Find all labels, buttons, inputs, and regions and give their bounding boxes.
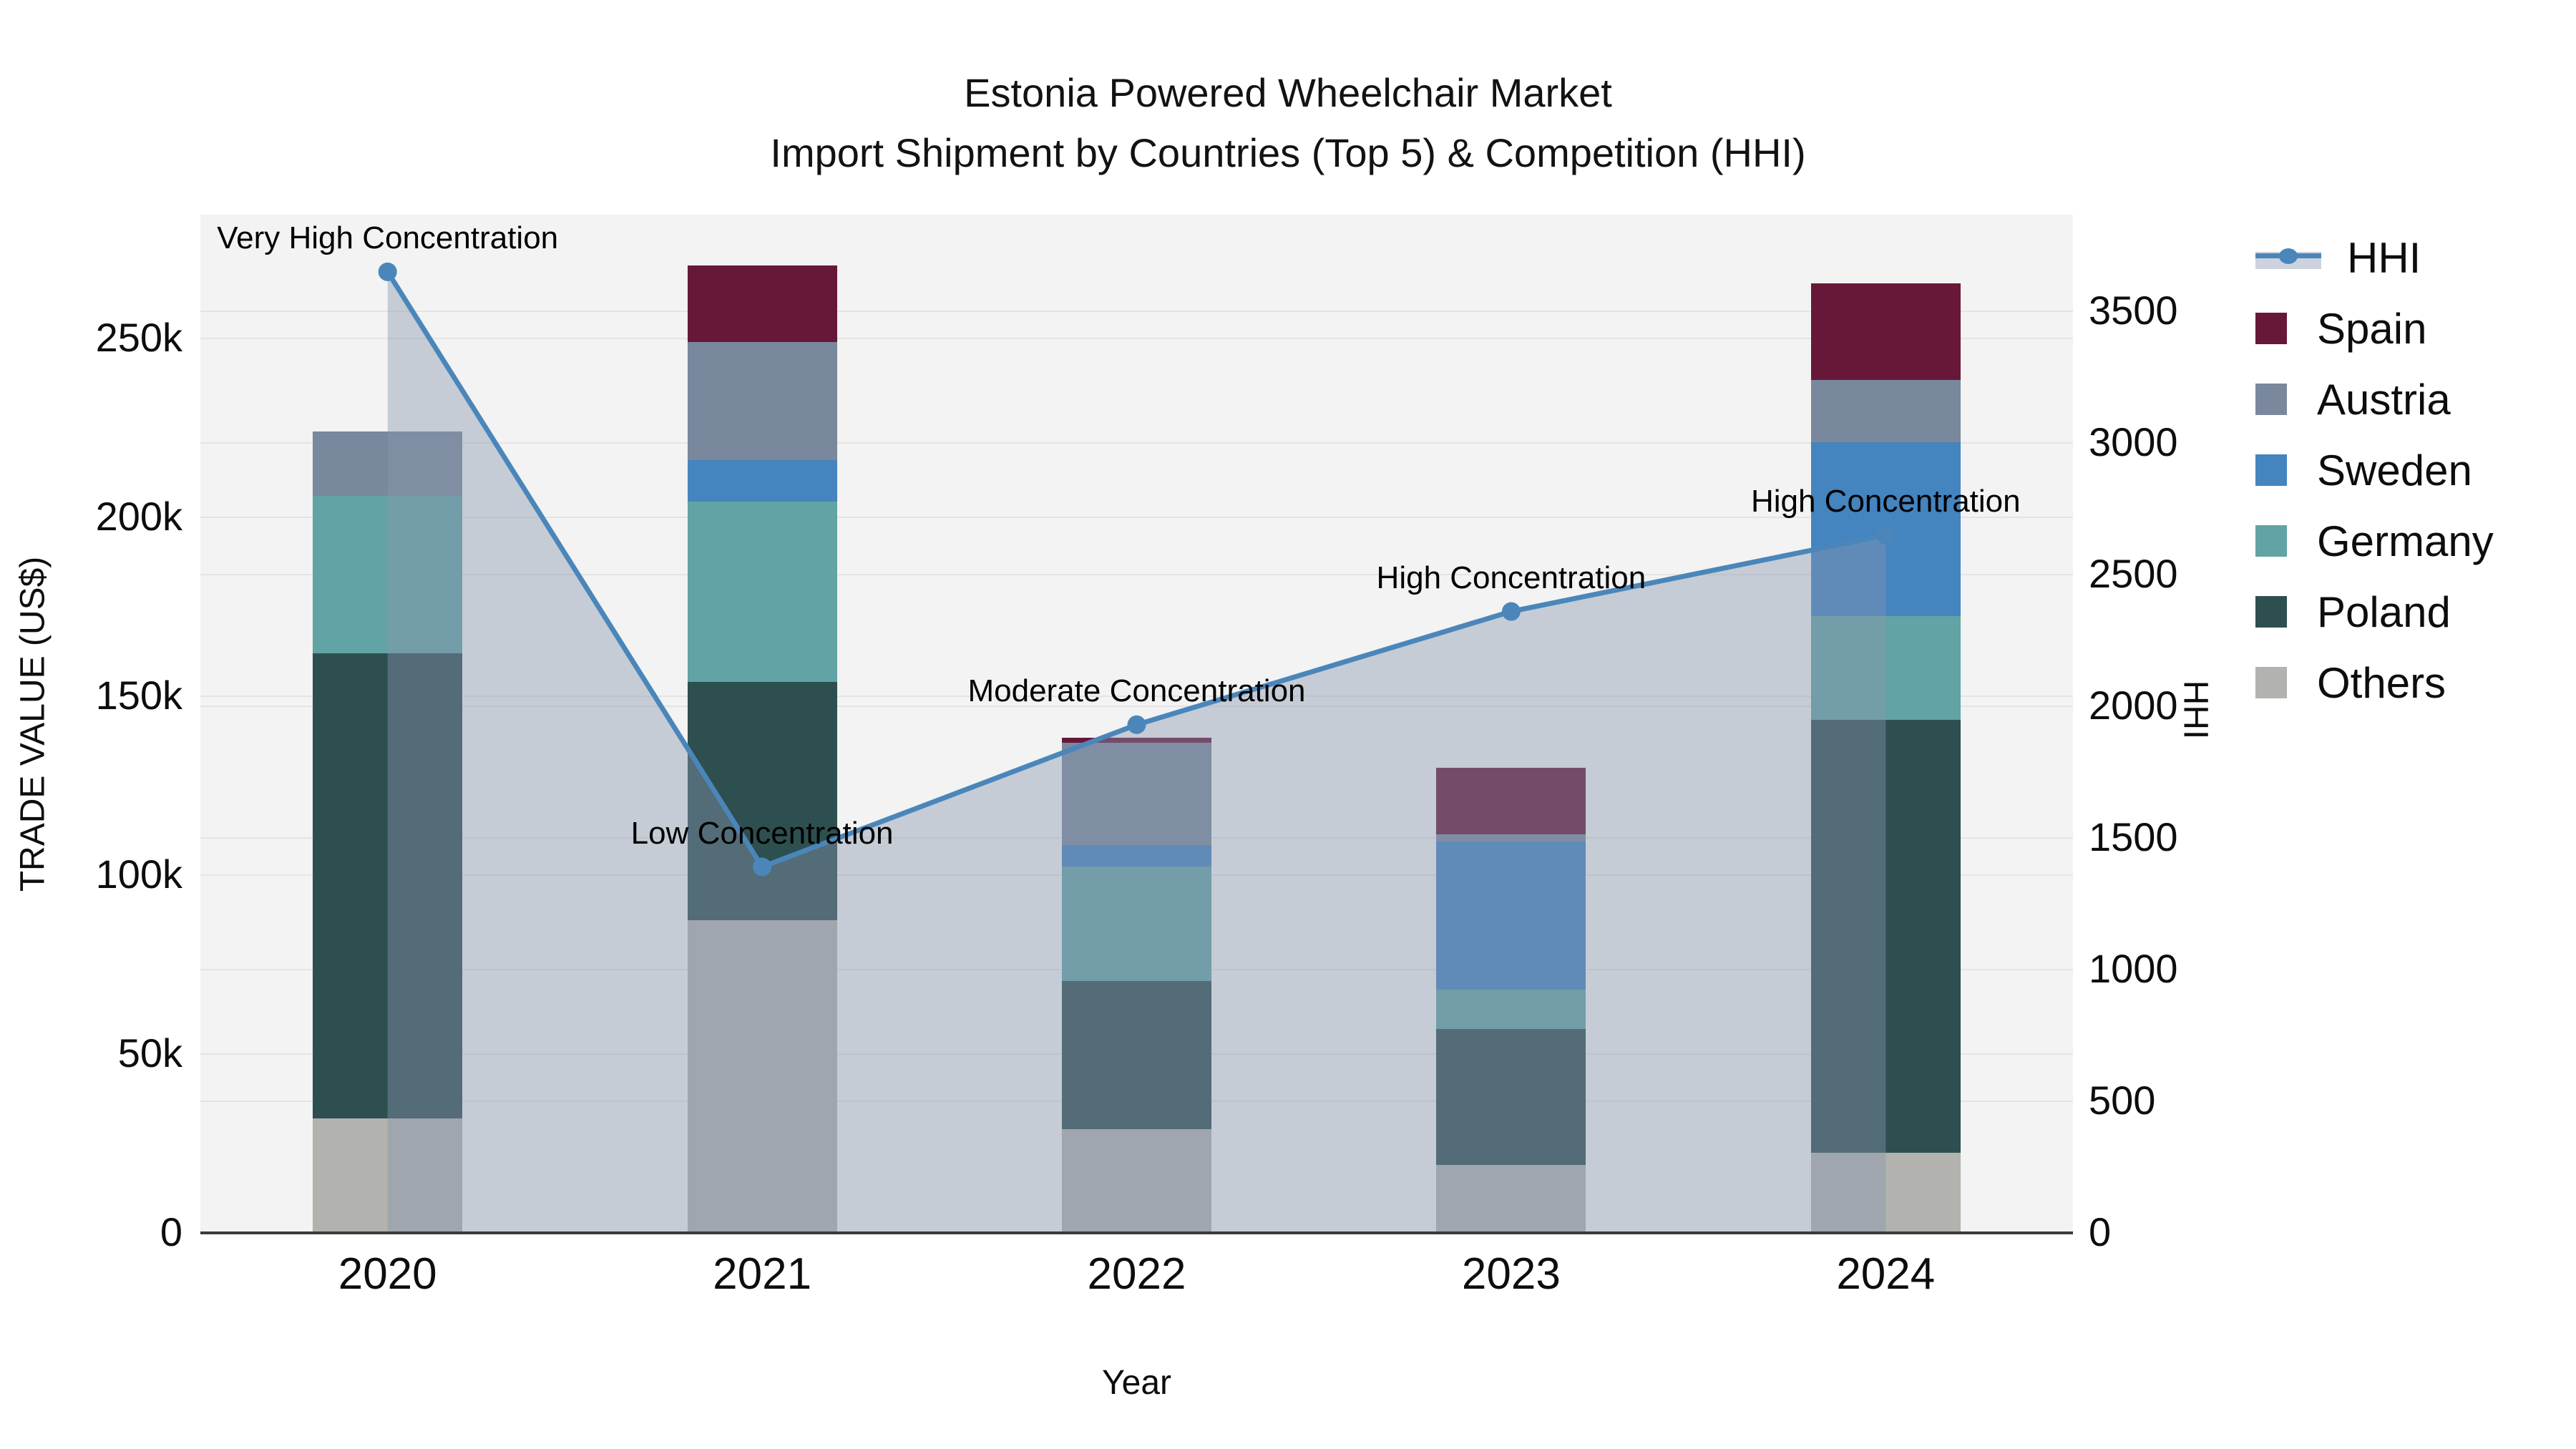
gridline	[200, 442, 2073, 444]
legend-item-austria[interactable]: Austria	[2255, 374, 2451, 424]
bar-segment-poland-2023[interactable]	[1436, 1029, 1586, 1165]
bar-segment-spain-2022[interactable]	[1062, 737, 1211, 743]
x-axis-line	[200, 1231, 2073, 1234]
bar-segment-others-2022[interactable]	[1062, 1129, 1211, 1233]
hhi-marker-swatch	[2279, 248, 2298, 264]
y-tick-left-250k: 250k	[95, 315, 182, 360]
x-tick-2022: 2022	[1087, 1249, 1186, 1299]
legend-label-austria: Austria	[2317, 375, 2451, 424]
gridline	[200, 696, 2073, 697]
hhi-marker-2021[interactable]	[753, 857, 772, 877]
y-tick-left-100k: 100k	[95, 852, 182, 897]
bar-segment-germany-2021[interactable]	[687, 501, 837, 682]
gridline	[200, 574, 2073, 576]
legend-swatch-poland-icon	[2255, 596, 2287, 628]
y-tick-right-0: 0	[2089, 1209, 2112, 1254]
gridline	[200, 706, 2073, 708]
y-axis-title-left: TRADE VALUE (US$)	[14, 556, 52, 892]
y-tick-right-2000: 2000	[2089, 683, 2178, 728]
legend-label-germany: Germany	[2317, 517, 2494, 565]
legend-item-sweden[interactable]: Sweden	[2255, 445, 2472, 495]
bar-segment-austria-2021[interactable]	[687, 342, 837, 460]
y-tick-right-1000: 1000	[2089, 946, 2178, 991]
y-tick-left-0: 0	[160, 1209, 182, 1254]
y-tick-right-500: 500	[2089, 1078, 2156, 1123]
y-tick-left-50k: 50k	[117, 1030, 182, 1075]
y-tick-right-1500: 1500	[2089, 814, 2178, 860]
bar-segment-others-2024[interactable]	[1810, 1152, 1961, 1233]
legend-item-poland[interactable]: Poland	[2255, 587, 2451, 637]
y-tick-right-3000: 3000	[2089, 419, 2178, 465]
bar-segment-spain-2023[interactable]	[1436, 768, 1586, 834]
bar-segment-germany-2023[interactable]	[1436, 990, 1586, 1029]
legend-label-others: Others	[2317, 658, 2446, 707]
hhi-marker-2020[interactable]	[378, 262, 397, 281]
bar-segment-spain-2024[interactable]	[1810, 283, 1961, 380]
x-tick-2021: 2021	[713, 1249, 812, 1299]
y-tick-right-2500: 2500	[2089, 551, 2178, 597]
bar-segment-austria-2023[interactable]	[1436, 834, 1586, 841]
legend-item-hhi[interactable]: HHI	[2255, 233, 2421, 283]
bar-segment-germany-2020[interactable]	[313, 496, 463, 653]
legend-swatch-sweden-icon	[2255, 454, 2287, 486]
x-tick-2023: 2023	[1461, 1249, 1561, 1299]
legend-label-spain: Spain	[2317, 304, 2427, 353]
bar-segment-spain-2021[interactable]	[687, 265, 837, 342]
y-tick-right-3500: 3500	[2089, 288, 2178, 333]
hhi-marker-2023[interactable]	[1501, 602, 1521, 621]
bar-segment-others-2020[interactable]	[313, 1118, 463, 1233]
bar-segment-germany-2022[interactable]	[1062, 866, 1211, 981]
bar-segment-austria-2022[interactable]	[1062, 743, 1211, 845]
legend-swatch-germany-icon	[2255, 525, 2287, 557]
chart-title-line2: Import Shipment by Countries (Top 5) & C…	[770, 130, 1806, 175]
annotation-2023: High Concentration	[1376, 560, 1646, 595]
bar-segment-poland-2021[interactable]	[687, 682, 837, 920]
bar-segment-others-2023[interactable]	[1436, 1165, 1586, 1233]
legend-label-hhi: HHI	[2347, 233, 2421, 282]
hhi-marker-2022[interactable]	[1127, 715, 1146, 734]
bar-segment-germany-2024[interactable]	[1810, 615, 1961, 720]
hhi-line-layer	[378, 262, 1896, 1233]
gridline	[200, 338, 2073, 339]
annotation-2024: High Concentration	[1750, 483, 2021, 519]
legend-item-others[interactable]: Others	[2255, 658, 2446, 708]
hhi-marker-2024[interactable]	[1876, 525, 1896, 545]
chart-title-line1: Estonia Powered Wheelchair Market	[964, 70, 1612, 115]
bar-segment-poland-2020[interactable]	[313, 653, 463, 1118]
legend-swatch-spain-icon	[2255, 313, 2287, 344]
x-axis-title: Year	[1102, 1364, 1171, 1402]
hhi-legend-swatch-icon	[2255, 242, 2321, 273]
bar-segment-sweden-2023[interactable]	[1436, 841, 1586, 990]
legend-item-spain[interactable]: Spain	[2255, 303, 2426, 353]
annotation-2021: Low Concentration	[630, 815, 894, 851]
bar-segment-austria-2024[interactable]	[1810, 379, 1961, 442]
legend-label-sweden: Sweden	[2317, 446, 2472, 494]
legend-swatch-austria-icon	[2255, 384, 2287, 415]
x-tick-2020: 2020	[338, 1249, 437, 1299]
chart-title: Estonia Powered Wheelchair Market Import…	[0, 63, 2576, 183]
gridline	[200, 517, 2073, 518]
legend-item-germany[interactable]: Germany	[2255, 516, 2494, 566]
bar-segment-austria-2020[interactable]	[313, 431, 463, 496]
legend-swatch-others-icon	[2255, 667, 2287, 698]
bar-segment-sweden-2021[interactable]	[687, 460, 837, 502]
legend-label-poland: Poland	[2317, 587, 2451, 636]
bar-segment-poland-2024[interactable]	[1810, 719, 1961, 1153]
annotation-2022: Moderate Concentration	[967, 673, 1306, 708]
y-axis-title-right: HHI	[2176, 680, 2215, 739]
y-tick-left-150k: 150k	[95, 673, 182, 718]
y-tick-left-200k: 200k	[95, 494, 182, 539]
gridline	[200, 311, 2073, 313]
bar-segment-others-2021[interactable]	[687, 919, 837, 1233]
bar-segment-poland-2022[interactable]	[1062, 980, 1211, 1129]
bar-segment-sweden-2022[interactable]	[1062, 844, 1211, 867]
x-tick-2024: 2024	[1836, 1249, 1936, 1299]
annotation-2020: Very High Concentration	[217, 220, 559, 255]
hhi-area-fill	[387, 271, 1886, 1233]
